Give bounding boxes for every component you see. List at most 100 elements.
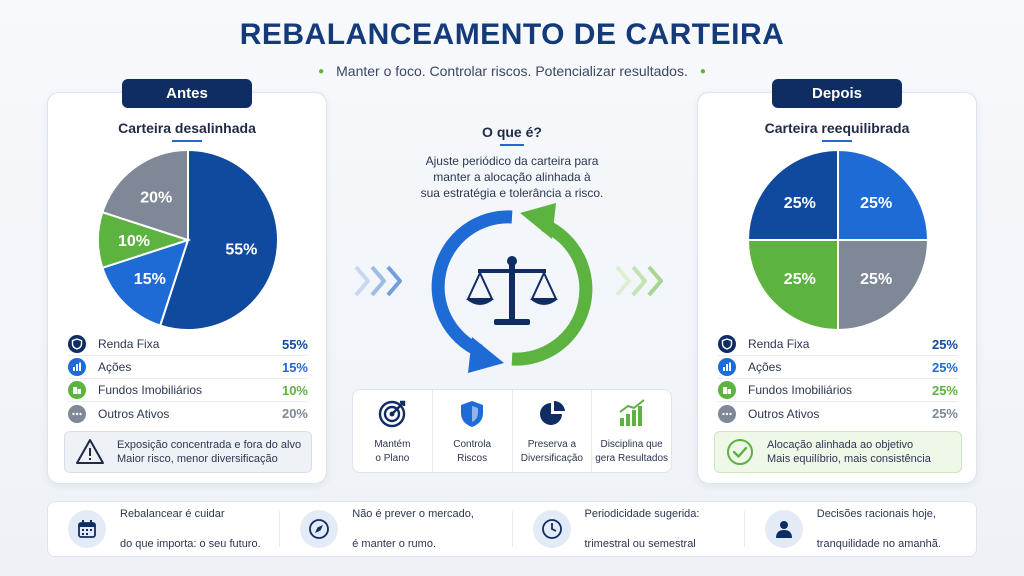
legend-row: Ações 15% bbox=[68, 356, 308, 379]
benefit-label-line: Diversificação bbox=[520, 453, 583, 464]
shield-icon bbox=[718, 335, 736, 353]
dots-icon bbox=[68, 404, 86, 423]
before-warning-note: Exposição concentrada e fora do alvo Mai… bbox=[64, 431, 312, 473]
bottom-tips-bar: Rebalancear é cuidar do que importa: o s… bbox=[47, 501, 977, 557]
target-icon bbox=[379, 400, 406, 428]
tip-text-line: Rebalancear é cuidar bbox=[120, 507, 225, 520]
tip-text-line: tranquilidade no amanhã. bbox=[816, 537, 941, 550]
legend-label: Ações bbox=[98, 360, 132, 374]
pie-slice-label: 25% bbox=[784, 271, 816, 288]
subtitle-underline bbox=[822, 140, 852, 142]
dots-icon bbox=[718, 404, 736, 423]
benefit-item: Preserva a Diversificação bbox=[513, 390, 593, 472]
bar-chart-icon bbox=[68, 358, 86, 376]
tip-text: Rebalancear é cuidar do que importa: o s… bbox=[120, 492, 261, 567]
pie-slice bbox=[837, 239, 930, 332]
legend-row: Outros Ativos 20% bbox=[68, 402, 308, 425]
compass-icon bbox=[300, 510, 339, 548]
benefit-label-line: Disciplina que bbox=[600, 439, 663, 450]
legend-value: 10% bbox=[281, 382, 308, 398]
legend-value: 55% bbox=[281, 336, 308, 352]
page-title: REBALANCEAMENTO DE CARTEIRA bbox=[239, 18, 785, 51]
growth-chart-icon bbox=[619, 399, 645, 426]
pie-slice bbox=[746, 148, 839, 241]
tip-text: Decisões racionais hoje, tranquilidade n… bbox=[817, 492, 941, 567]
rebalance-cycle-icon bbox=[431, 203, 593, 373]
note-line: Maior risco, menor diversificação bbox=[117, 453, 278, 465]
calendar-icon bbox=[68, 510, 106, 548]
legend-label: Outros Ativos bbox=[98, 406, 170, 421]
pie-slice-label: 25% bbox=[860, 195, 892, 212]
benefit-label: Preserva a Diversificação bbox=[515, 438, 589, 466]
note-line: Mais equilíbrio, mais consistência bbox=[767, 453, 931, 465]
scale-icon bbox=[466, 256, 558, 325]
definition-text: Ajuste periódico da carteira para manter… bbox=[402, 153, 622, 201]
benefit-label-line: Controla bbox=[453, 439, 492, 450]
building-icon bbox=[68, 381, 86, 399]
pie-slice bbox=[158, 148, 279, 331]
legend-row: Fundos Imobiliários 25% bbox=[718, 379, 958, 402]
after-success-note: Alocação alinhada ao objetivo Mais equil… bbox=[714, 431, 962, 473]
legend-label: Renda Fixa bbox=[748, 337, 810, 351]
before-pie-chart: 55% 15% 10% 20% bbox=[97, 148, 279, 331]
after-pie-chart: 25% 25% 25% 25% bbox=[746, 148, 930, 332]
legend-row: Outros Ativos 25% bbox=[718, 402, 958, 425]
benefit-label: Controla Riscos bbox=[435, 438, 509, 466]
tip-item: Rebalancear é cuidar do que importa: o s… bbox=[48, 508, 281, 550]
legend-row: Renda Fixa 55% bbox=[68, 333, 308, 356]
definition-line: Ajuste periódico da carteira para bbox=[425, 154, 599, 168]
benefit-item: Disciplina que gera Resultados bbox=[592, 390, 671, 472]
pie-slice-label: 25% bbox=[860, 271, 892, 288]
pie-slice-label: 20% bbox=[140, 189, 172, 206]
pie-slice-label: 10% bbox=[118, 233, 150, 250]
tip-item: Decisões racionais hoje, tranquilidade n… bbox=[745, 508, 976, 550]
legend-value: 15% bbox=[281, 359, 308, 375]
bullet-icon: ● bbox=[318, 66, 325, 77]
check-circle-icon bbox=[727, 439, 753, 465]
benefits-panel: Mantém o Plano Controla Riscos Preserva … bbox=[352, 389, 672, 473]
pie-slice bbox=[101, 148, 189, 242]
benefit-label: Disciplina que gera Resultados bbox=[595, 438, 669, 466]
tip-text-line: é manter o rumo. bbox=[352, 537, 437, 550]
benefit-item: Controla Riscos bbox=[433, 390, 513, 472]
person-icon bbox=[764, 510, 803, 548]
building-icon bbox=[718, 381, 736, 399]
tip-text-line: Periodicidade sugerida: bbox=[584, 507, 700, 520]
warning-icon bbox=[76, 439, 104, 464]
bar-chart-icon bbox=[718, 358, 736, 376]
legend-label: Fundos Imobiliários bbox=[748, 383, 853, 397]
benefit-label: Mantém o Plano bbox=[355, 438, 429, 466]
legend-value: 25% bbox=[931, 406, 958, 421]
legend-value: 25% bbox=[931, 359, 958, 375]
tip-text-line: Decisões racionais hoje, bbox=[816, 507, 936, 520]
before-legend: Renda Fixa 55% Ações 15% Fundos Imobiliários… bbox=[68, 333, 308, 425]
definition-line: sua estratégia e tolerância a risco. bbox=[420, 186, 604, 200]
note-line: Exposição concentrada e fora do alvo bbox=[117, 439, 302, 451]
before-card: Antes Carteira desalinhada 55% 15% 10% 20% … bbox=[47, 79, 327, 484]
chevrons-right-icon bbox=[354, 265, 402, 297]
benefit-label-line: Mantém bbox=[374, 439, 411, 450]
after-legend: Renda Fixa 25% Ações 25% Fundos Imobiliários… bbox=[718, 333, 958, 425]
note-line: Alocação alinhada ao objetivo bbox=[767, 439, 914, 451]
legend-row: Renda Fixa 25% bbox=[718, 333, 958, 356]
legend-label: Fundos Imobiliários bbox=[98, 383, 203, 397]
tip-text-line: Não é prever o mercado, bbox=[352, 507, 474, 520]
subtitle-text: Manter o foco. Controlar riscos. Potenci… bbox=[336, 63, 688, 79]
benefit-label-line: gera Resultados bbox=[595, 453, 669, 464]
pie-slice-label: 15% bbox=[134, 271, 166, 288]
legend-label: Ações bbox=[748, 360, 782, 374]
benefit-label-line: Preserva a bbox=[527, 439, 577, 450]
shield-icon bbox=[461, 401, 484, 427]
after-pill: Depois bbox=[772, 79, 902, 108]
after-card: Depois Carteira reequilibrada 25% 25% 25% 2… bbox=[697, 79, 977, 484]
pie-slice-label: 55% bbox=[225, 241, 257, 258]
legend-value: 25% bbox=[931, 382, 958, 398]
shield-icon bbox=[68, 335, 86, 353]
tip-item: Periodicidade sugerida: trimestral ou se… bbox=[513, 508, 745, 550]
pie-slice-label: 25% bbox=[784, 195, 816, 212]
tip-text: Periodicidade sugerida: trimestral ou se… bbox=[585, 492, 700, 567]
legend-label: Outros Ativos bbox=[748, 406, 820, 421]
benefit-label-line: Riscos bbox=[457, 453, 488, 464]
subtitle-underline bbox=[172, 140, 202, 142]
tip-text-line: do que importa: o seu futuro. bbox=[120, 537, 261, 550]
